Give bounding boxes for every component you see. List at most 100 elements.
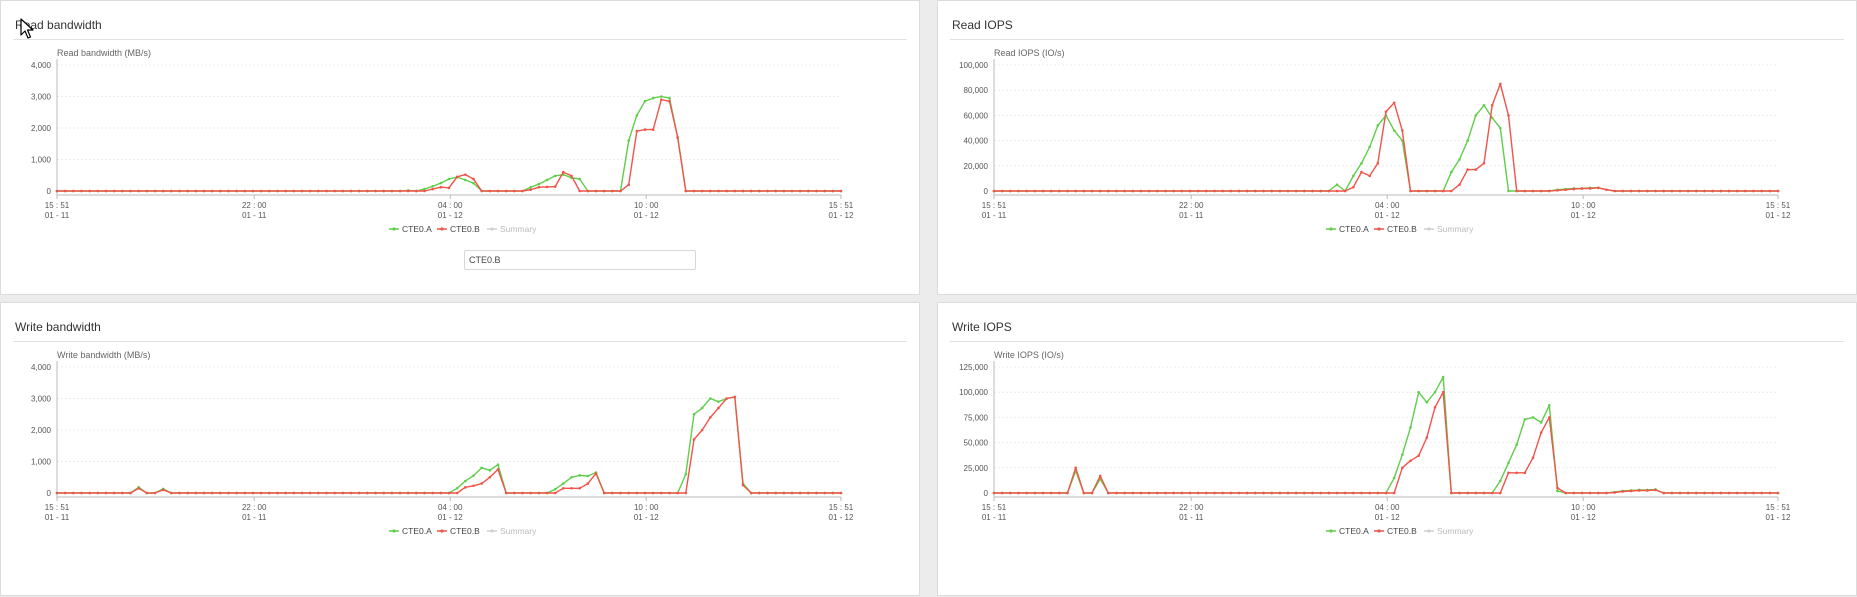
data-point (488, 189, 492, 193)
data-point (210, 491, 214, 495)
legend-label: Summary (500, 224, 537, 234)
data-point (1066, 189, 1069, 193)
data-point (1335, 183, 1339, 186)
data-point (1531, 456, 1535, 460)
data-point (1515, 189, 1518, 193)
data-point (635, 114, 639, 117)
legend-item-summary[interactable]: Summary (1424, 526, 1474, 536)
data-point (357, 491, 361, 495)
data-point (1221, 189, 1224, 193)
x-tick-date: 01 - 12 (438, 211, 463, 220)
data-point (210, 189, 214, 193)
data-point (1311, 189, 1314, 193)
data-point (717, 189, 720, 193)
data-point (1678, 189, 1682, 193)
data-point (627, 139, 630, 142)
series-line-cte0-b (994, 83, 1778, 192)
data-point (439, 185, 443, 189)
data-point (153, 189, 157, 193)
data-point (1466, 139, 1469, 142)
data-point (1490, 104, 1494, 107)
legend-item-cte0-a[interactable]: CTE0.A (389, 224, 432, 234)
y-tick-label: 2,000 (31, 426, 52, 435)
data-point (464, 178, 467, 182)
x-tick-date: 01 - 12 (634, 513, 659, 522)
data-point (1123, 491, 1126, 495)
legend-item-cte0-a[interactable]: CTE0.A (1326, 224, 1369, 234)
data-point (1368, 174, 1371, 178)
data-point (1360, 491, 1363, 495)
legend-item-summary[interactable]: Summary (1424, 224, 1474, 234)
data-point (1531, 189, 1535, 193)
data-point (1678, 491, 1682, 495)
data-point (1744, 189, 1747, 193)
data-point (96, 189, 100, 193)
data-point (1237, 189, 1241, 193)
data-point (1319, 491, 1322, 495)
x-tick-time: 04 : 00 (1375, 201, 1400, 210)
data-point (1066, 491, 1069, 495)
data-point (129, 491, 132, 495)
data-point (1417, 390, 1420, 394)
panel-divider (13, 39, 907, 40)
data-point (1458, 491, 1461, 495)
legend-item-cte0-b[interactable]: CTE0.B (1374, 224, 1417, 234)
legend-item-cte0-b[interactable]: CTE0.B (437, 224, 480, 234)
data-point (545, 178, 549, 182)
legend-marker (1377, 529, 1381, 533)
data-point (1580, 491, 1584, 495)
data-point (1597, 491, 1600, 495)
data-point (431, 184, 434, 188)
y-tick-label: 1,000 (31, 156, 52, 165)
data-point (1017, 189, 1020, 193)
x-tick-date: 01 - 12 (1766, 513, 1791, 522)
data-point (366, 189, 369, 193)
data-point (1621, 189, 1625, 193)
data-point (660, 98, 663, 101)
legend-item-summary[interactable]: Summary (487, 526, 537, 536)
data-point (1760, 189, 1763, 193)
data-point (709, 397, 712, 400)
data-point (627, 183, 630, 186)
x-tick-time: 22 : 00 (242, 503, 267, 512)
data-point (1646, 189, 1649, 193)
data-point (992, 491, 996, 495)
data-point (513, 491, 516, 495)
data-point (1196, 491, 1200, 495)
mouse-cursor-icon (20, 18, 34, 39)
data-point (725, 397, 728, 400)
data-point (292, 491, 296, 495)
data-point (308, 189, 312, 193)
data-point (178, 491, 181, 495)
legend-item-summary[interactable]: Summary (487, 224, 537, 234)
data-point (1343, 189, 1347, 193)
data-point (104, 491, 108, 495)
data-point (251, 491, 255, 495)
legend-item-cte0-a[interactable]: CTE0.A (1326, 526, 1369, 536)
data-point (1588, 491, 1592, 495)
data-point (1572, 491, 1576, 495)
y-tick-label: 40,000 (964, 137, 989, 146)
data-point (1401, 129, 1404, 132)
x-tick-date: 01 - 11 (45, 211, 70, 220)
data-point (1286, 189, 1290, 193)
data-point (1319, 189, 1322, 193)
data-point (815, 189, 818, 193)
data-point (496, 189, 500, 193)
x-tick-date: 01 - 12 (438, 513, 463, 522)
legend-item-cte0-b[interactable]: CTE0.B (437, 526, 480, 536)
x-tick-time: 22 : 00 (242, 201, 267, 210)
data-point (382, 491, 385, 495)
data-point (798, 491, 802, 495)
legend-label: CTE0.B (450, 224, 480, 234)
legend-item-cte0-a[interactable]: CTE0.A (389, 526, 432, 536)
data-point (186, 491, 189, 495)
legend-item-cte0-b[interactable]: CTE0.B (1374, 526, 1417, 536)
data-point (1188, 189, 1192, 193)
data-point (692, 412, 696, 416)
data-point (1654, 189, 1657, 193)
data-point (1425, 189, 1429, 193)
data-point (455, 491, 459, 495)
data-point (733, 189, 737, 193)
data-point (766, 189, 769, 193)
